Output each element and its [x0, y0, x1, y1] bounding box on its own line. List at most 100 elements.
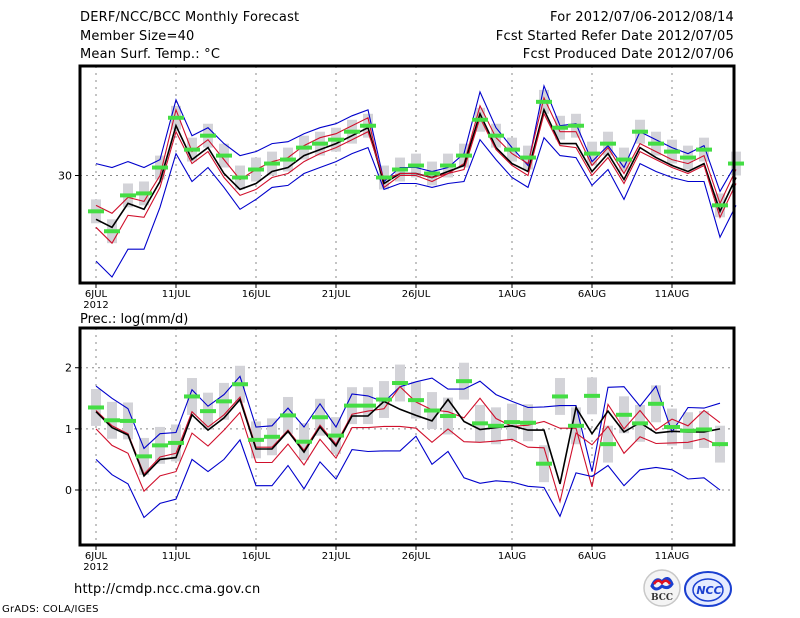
temp-ytick-label: 30 — [58, 169, 72, 182]
temp-obs-mark — [200, 133, 216, 138]
prec-xtick-label: 6AUG — [578, 551, 606, 562]
temp-obs-mark — [328, 137, 344, 142]
prec-xtick-label: 16JUL — [242, 551, 271, 562]
prec-obs-mark — [216, 399, 232, 404]
temp-xtick-label: 1AUG — [498, 289, 526, 300]
temp-obs-mark — [568, 123, 584, 128]
bcc-logo-text: BCC — [651, 593, 673, 603]
prec-obs-mark — [392, 381, 408, 386]
temp-obs-mark — [552, 125, 568, 130]
chart-title: DERF/NCC/BCC Monthly Forecast — [80, 10, 300, 25]
prec-obs-mark — [200, 409, 216, 414]
prec-xtick-label: 26JUL — [402, 551, 431, 562]
prec-ytick-label: 1 — [65, 423, 72, 436]
prec-obs-mark — [440, 414, 456, 419]
prec-obs-mark — [488, 423, 504, 428]
temp-obs-mark — [344, 129, 360, 134]
temp-obs-mark — [248, 167, 264, 172]
temp-plot-frame — [78, 64, 736, 285]
temp-obs-mark — [216, 153, 232, 158]
prec-obs-mark — [152, 443, 168, 448]
grads-credit: GrADS: COLA/IGES — [2, 604, 99, 615]
fcst-produced-label: Fcst Produced Date 2012/07/06 — [522, 47, 734, 62]
prec-obs-mark — [504, 420, 520, 425]
temp-obs-mark — [312, 141, 328, 146]
prec-obs-mark — [552, 394, 568, 399]
source-url: http://cmdp.ncc.cma.gov.cn — [74, 582, 261, 597]
fcst-started-label: Fcst Started Refer Date 2012/07/05 — [495, 29, 734, 44]
temp-xtick-label: 6JUL — [85, 289, 108, 300]
prec-obs-mark — [648, 401, 664, 406]
temp-obs-mark — [504, 147, 520, 152]
prec-obs-mark — [344, 403, 360, 408]
temp-obs-mark — [440, 163, 456, 168]
temp-line-ensemble-min — [95, 136, 737, 278]
temp-obs-mark — [424, 171, 440, 176]
prec-obs-mark — [600, 442, 616, 447]
temp-obs-mark — [120, 193, 136, 198]
temp-obs-mark — [616, 157, 632, 162]
temp-xtick-label: 16JUL — [242, 289, 271, 300]
temp-obs-mark — [632, 129, 648, 134]
prec-variable-label: Prec.: log(mm/d) — [80, 312, 188, 327]
prec-obs-mark — [120, 418, 136, 423]
temp-obs-mark — [280, 157, 296, 162]
prec-obs-mark — [104, 418, 120, 423]
prec-xtick-label: 11AUG — [655, 551, 690, 562]
prec-ytick-label: 0 — [65, 484, 72, 497]
temp-xtick-label: 26JUL — [402, 289, 431, 300]
prec-obs-mark — [456, 379, 472, 384]
prec-obs-mark — [136, 454, 152, 459]
temp-obs-mark — [648, 141, 664, 146]
temp-obs-mark — [232, 175, 248, 180]
temp-obs-mark — [136, 191, 152, 196]
prec-obs-mark — [408, 398, 424, 403]
ncc-logo-text: NCC — [696, 584, 721, 597]
temp-obs-mark — [600, 141, 616, 146]
prec-ytick-label: 2 — [65, 362, 72, 375]
prec-obs-mark — [248, 437, 264, 442]
prec-obs-mark — [632, 421, 648, 426]
prec-obs-mark — [264, 434, 280, 439]
prec-obs-mark — [680, 428, 696, 433]
prec-xtick-label: 11JUL — [162, 551, 191, 562]
prec-obs-mark — [424, 408, 440, 413]
prec-line-ensemble-min — [95, 435, 721, 519]
temp-line-spread-upper — [95, 96, 737, 214]
prec-obs-mark — [232, 382, 248, 387]
prec-obs-mark — [296, 439, 312, 444]
temp-xtick-label: 6AUG — [578, 289, 606, 300]
temp-obs-mark — [376, 175, 392, 180]
variable-label-temp: Mean Surf. Temp.: °C — [80, 47, 221, 62]
prec-obs-mark — [472, 421, 488, 426]
prec-obs-mark — [328, 433, 344, 438]
temp-obs-mark — [168, 115, 184, 120]
prec-plot-frame — [78, 326, 736, 547]
prec-obs-mark — [168, 440, 184, 445]
temp-obs-mark — [520, 155, 536, 160]
temp-obs-mark — [184, 147, 200, 152]
temp-obs-mark — [536, 99, 552, 104]
temp-obs-mark — [408, 163, 424, 168]
temp-line-spread-lower — [95, 112, 737, 245]
bcc-logo-icon: BCC — [643, 569, 681, 607]
prec-obs-mark — [568, 423, 584, 428]
prec-xtick-label: 21JUL — [322, 551, 351, 562]
temp-obs-mark — [88, 209, 104, 214]
temp-year-label: 2012 — [83, 300, 108, 311]
temp-obs-mark — [728, 161, 744, 166]
temp-obs-mark — [456, 153, 472, 158]
temp-xtick-label: 21JUL — [322, 289, 351, 300]
temp-obs-mark — [712, 203, 728, 208]
temp-obs-mark — [584, 151, 600, 156]
prec-year-label: 2012 — [83, 562, 108, 573]
temp-obs-mark — [664, 149, 680, 154]
prec-obs-mark — [376, 397, 392, 402]
member-size-label: Member Size=40 — [80, 29, 195, 44]
prec-obs-mark — [712, 442, 728, 447]
temp-xtick-label: 11JUL — [162, 289, 191, 300]
temp-xtick-label: 11AUG — [655, 289, 690, 300]
prec-obs-mark — [696, 427, 712, 432]
prec-obs-mark — [280, 413, 296, 418]
